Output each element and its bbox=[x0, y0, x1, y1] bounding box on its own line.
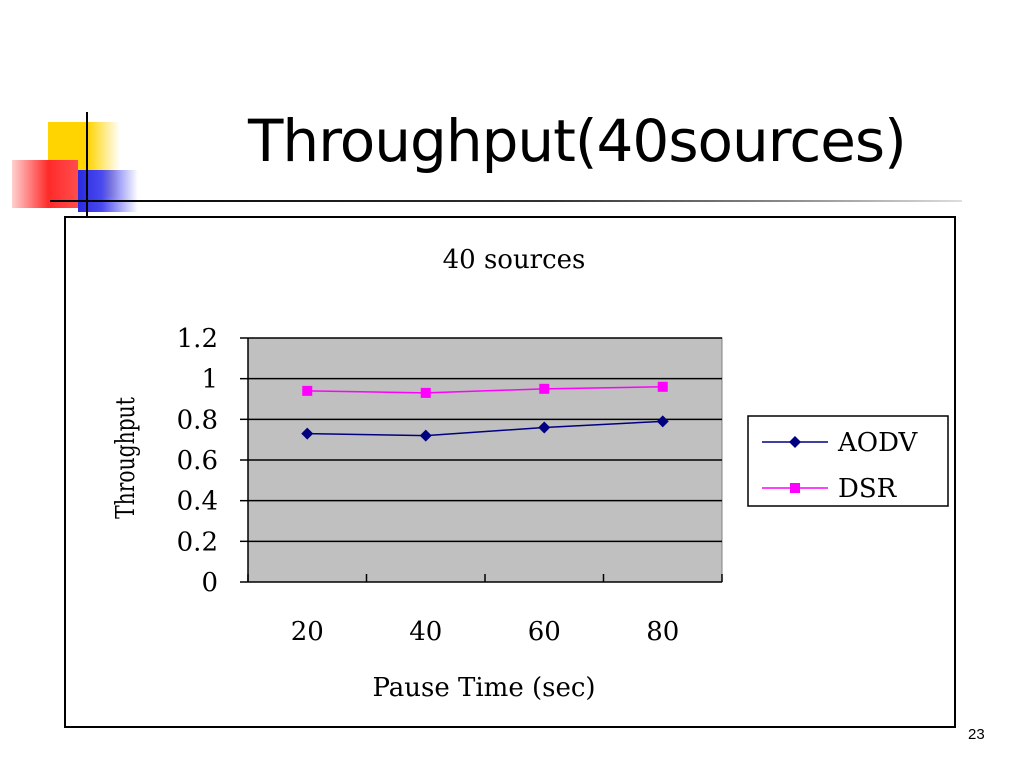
legend-dsr-marker bbox=[790, 483, 800, 493]
aodv-point bbox=[656, 415, 669, 428]
title-decoration-blue bbox=[78, 170, 138, 212]
aodv-point bbox=[301, 427, 314, 440]
y-tick-label: 0 bbox=[201, 568, 218, 598]
chart-title: 40 sources bbox=[443, 245, 586, 275]
x-tick-label: 40 bbox=[409, 617, 442, 647]
throughput-chart: 40 sources Pause Time (sec) Throughput 0… bbox=[111, 245, 949, 703]
aodv-point bbox=[538, 421, 551, 434]
legend-aodv-marker-group bbox=[789, 436, 801, 448]
series-aodv bbox=[301, 415, 669, 442]
y-tick-label: 0.8 bbox=[177, 405, 218, 435]
legend-dsr-marker-group bbox=[790, 483, 800, 493]
title-decoration-vertical-line bbox=[86, 112, 88, 220]
dsr-point bbox=[420, 387, 431, 398]
legend bbox=[747, 415, 949, 507]
dsr-line bbox=[307, 386, 663, 394]
slide-title: Throughput(40sources) bbox=[248, 107, 907, 175]
x-tick-label: 60 bbox=[528, 617, 561, 647]
y-tick-label: 0.6 bbox=[177, 446, 218, 476]
page-number: 23 bbox=[968, 726, 985, 743]
x-tick-label: 20 bbox=[291, 617, 324, 647]
legend-aodv-marker bbox=[789, 436, 801, 448]
y-axis-label: Throughput bbox=[111, 397, 141, 519]
dsr-point bbox=[302, 385, 313, 396]
aodv-point bbox=[419, 429, 432, 442]
series-dsr bbox=[302, 381, 668, 398]
y-tick-label: 0.2 bbox=[177, 527, 218, 557]
x-tick-label: 80 bbox=[646, 617, 679, 647]
dsr-point bbox=[657, 381, 668, 392]
dsr-point bbox=[539, 383, 550, 394]
y-tick-label: 1.2 bbox=[177, 324, 218, 354]
legend-dsr-label: DSR bbox=[838, 474, 898, 504]
y-tick-label: 1 bbox=[201, 365, 218, 395]
legend-aodv-label: AODV bbox=[837, 428, 918, 458]
aodv-line bbox=[307, 420, 663, 437]
x-axis-label: Pause Time (sec) bbox=[372, 673, 595, 703]
chart-frame: 40 sources Pause Time (sec) Throughput 0… bbox=[64, 216, 956, 728]
title-underline bbox=[50, 200, 962, 202]
y-tick-label: 0.4 bbox=[177, 487, 218, 517]
